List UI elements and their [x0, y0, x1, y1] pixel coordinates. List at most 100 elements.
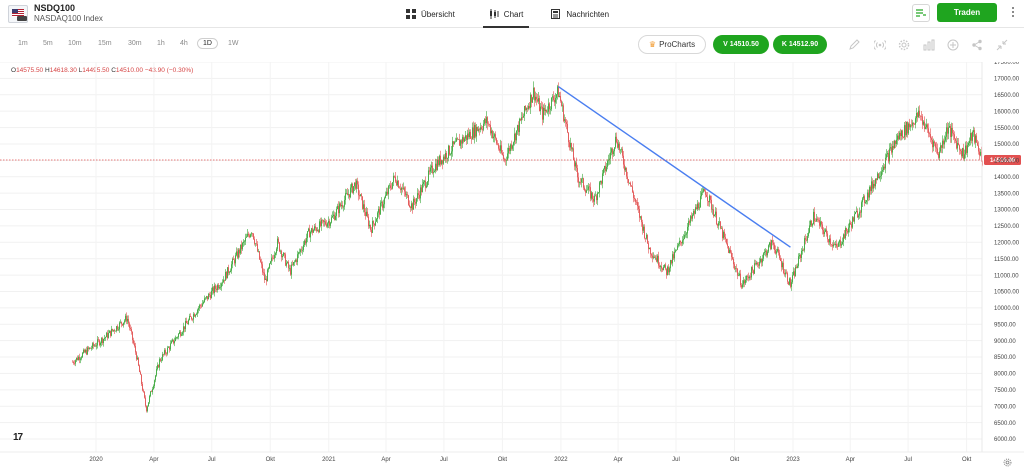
candle-body — [294, 261, 295, 263]
candle-body — [815, 221, 816, 222]
candle-body — [360, 194, 361, 197]
sell-price-button[interactable]: V 14510.50 — [713, 35, 769, 54]
candle-body — [506, 160, 507, 161]
candle-body — [190, 315, 191, 317]
candle-body — [268, 268, 269, 270]
timeframe-30m[interactable]: 30m — [128, 40, 142, 47]
candle-body — [347, 193, 348, 196]
candle-body — [193, 314, 194, 320]
buy-price-button[interactable]: K 14512.90 — [773, 35, 827, 54]
candle-body — [331, 217, 332, 223]
plus-circle-icon[interactable] — [947, 39, 959, 51]
bar-chart-icon[interactable] — [923, 39, 935, 51]
watchlist-button[interactable] — [912, 4, 930, 22]
candle-body — [594, 195, 595, 202]
candle-body — [678, 244, 679, 246]
trendline[interactable] — [557, 86, 791, 248]
candle-body — [856, 210, 857, 213]
candle-body — [803, 249, 804, 251]
procharts-button[interactable]: ♛ ProCharts — [638, 35, 706, 54]
candlestick-chart[interactable]: 14510.00 6000.00 6500.00 7000.00 7500.00 800… — [0, 62, 1024, 467]
candle-body — [857, 210, 858, 218]
candle-body — [787, 273, 788, 282]
candle-body — [736, 268, 737, 269]
candle-body — [265, 278, 266, 280]
candle-body — [418, 193, 419, 195]
candle-body — [241, 244, 242, 250]
timeframe-5m[interactable]: 5m — [43, 40, 53, 47]
tab-chart[interactable]: Chart — [479, 0, 534, 28]
candle-body — [192, 319, 193, 320]
candle-body — [905, 125, 906, 136]
candle-body — [596, 195, 597, 201]
timeframe-1d[interactable]: 1D — [197, 38, 218, 49]
gear-icon[interactable] — [898, 39, 910, 51]
candle-body — [705, 191, 706, 195]
candle-body — [882, 170, 883, 172]
candle-body — [695, 207, 696, 214]
candle-body — [839, 240, 840, 243]
candle-body — [766, 250, 767, 256]
candle-body — [722, 228, 723, 239]
collapse-icon[interactable] — [996, 39, 1008, 51]
candle-body — [762, 258, 763, 263]
candle-body — [818, 219, 819, 221]
candle-body — [897, 135, 898, 140]
y-tick-label: 17000.00 — [994, 77, 1020, 83]
timeframe-1m[interactable]: 1m — [18, 40, 28, 47]
more-options-icon[interactable] — [1011, 6, 1015, 20]
timeframe-4h[interactable]: 4h — [180, 40, 188, 47]
candle-body — [769, 242, 770, 246]
candle-body — [202, 303, 203, 307]
candle-body — [91, 348, 92, 349]
candle-body — [811, 220, 812, 226]
candle-body — [513, 142, 514, 146]
candle-body — [234, 259, 235, 264]
candle-body — [363, 204, 364, 209]
tab-overview[interactable]: Übersicht — [396, 0, 465, 28]
candle-body — [543, 107, 544, 120]
candle-body — [101, 338, 102, 343]
chart-settings-icon[interactable] — [1003, 454, 1012, 467]
candle-body — [122, 323, 123, 326]
high-value: 14618.30 — [49, 67, 77, 74]
candle-body — [92, 343, 93, 349]
candle-body — [653, 256, 654, 258]
candle-body — [177, 337, 178, 338]
candle-body — [315, 226, 316, 229]
candle-body — [143, 390, 144, 392]
candle-body — [93, 343, 94, 346]
candle-body — [827, 233, 828, 240]
timeframe-15m[interactable]: 15m — [98, 40, 112, 47]
candle-body — [921, 115, 922, 117]
timeframe-10m[interactable]: 10m — [68, 40, 82, 47]
candle-body — [412, 203, 413, 210]
candle-body — [542, 106, 543, 120]
candle-body — [797, 265, 798, 268]
signal-icon[interactable] — [874, 39, 886, 51]
candle-body — [854, 214, 855, 222]
candle-body — [753, 270, 754, 274]
candle-body — [585, 190, 586, 193]
trade-button[interactable]: Traden — [937, 3, 997, 22]
candle-body — [73, 362, 74, 364]
candle-body — [855, 212, 856, 215]
price-chart[interactable]: 14510.00 6000.00 6500.00 7000.00 7500.00 800… — [0, 62, 1024, 467]
timeframe-1w[interactable]: 1W — [228, 40, 239, 47]
candle-body — [814, 211, 815, 222]
y-tick-label: 12500.00 — [994, 224, 1020, 230]
pencil-icon[interactable] — [848, 39, 860, 51]
candle-body — [332, 216, 333, 218]
candle-body — [370, 224, 371, 230]
list-icon — [916, 8, 926, 17]
share-icon[interactable] — [971, 39, 983, 51]
candle-body — [215, 285, 216, 289]
candle-body — [191, 316, 192, 320]
chart-toolbar: 1m 5m 10m 15m 30m 1h 4h 1D 1W — [0, 30, 1024, 60]
tab-news[interactable]: Nachrichten — [541, 0, 619, 28]
candle-body — [378, 208, 379, 213]
candle-body — [878, 173, 879, 178]
timeframe-1h[interactable]: 1h — [157, 40, 165, 47]
candle-body — [892, 146, 893, 153]
candle-body — [701, 192, 702, 197]
